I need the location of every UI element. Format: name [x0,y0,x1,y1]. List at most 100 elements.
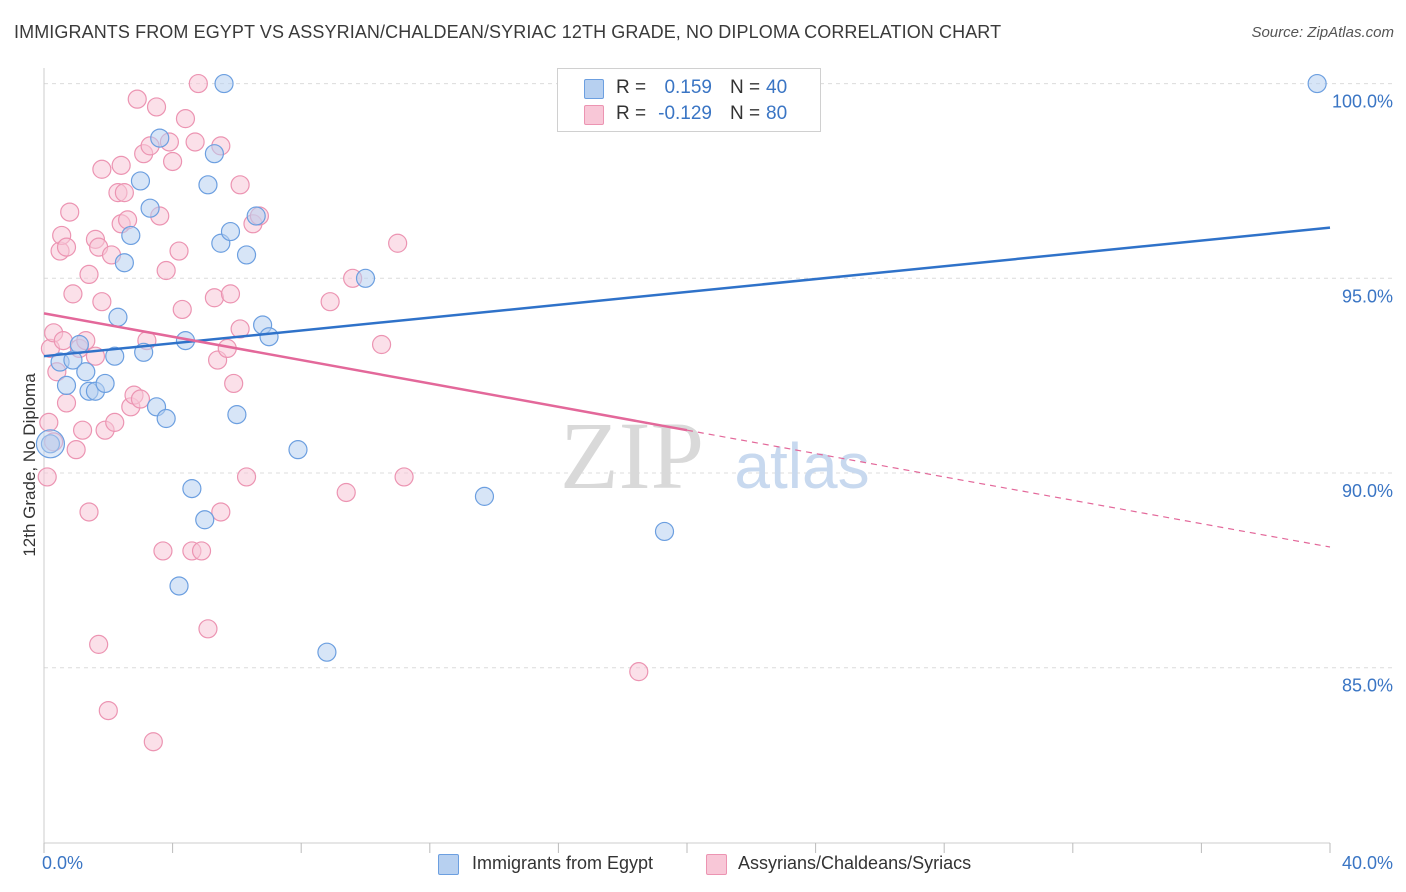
data-point-assyrians [629,662,649,682]
data-point-egypt [114,253,134,273]
bottom-legend-swatch-blue [438,854,459,875]
data-point-egypt [317,642,337,662]
data-point-assyrians [60,202,80,222]
data-point-assyrians [191,541,212,561]
data-point-assyrians [175,109,196,129]
data-point-assyrians [63,284,83,304]
data-point-assyrians [394,467,414,487]
data-point-assyrians [388,233,408,253]
data-point-assyrians [320,292,340,312]
x-tick-label: 0.0% [42,853,83,873]
data-point-egypt [227,405,247,425]
data-point-assyrians [56,237,77,257]
data-point-egypt [220,221,241,242]
data-point-assyrians [127,89,147,109]
data-point-assyrians [37,467,57,487]
data-point-egypt [35,429,66,459]
data-point-assyrians [111,155,131,175]
y-tick-label: 85.0% [1342,676,1393,696]
bottom-legend-swatch-pink [706,854,727,875]
data-point-assyrians [72,420,93,440]
legend-row-egypt: R = 0.159 N = 40 [558,75,820,101]
data-point-egypt [56,375,77,395]
tick-labels: 85.0% 90.0% 95.0% 100.0% 0.0% 40.0% [42,92,1393,873]
legend-r-value: 0.159 [664,77,712,98]
data-point-egypt [214,73,234,94]
data-point-assyrians [198,619,218,639]
legend-n-label: N = [730,77,761,98]
data-point-assyrians [105,412,125,432]
data-point-assyrians [92,159,112,179]
data-point-egypt [195,510,215,530]
data-point-assyrians [220,284,241,304]
data-point-assyrians [204,288,224,308]
data-point-assyrians [114,183,134,203]
data-point-egypt [182,479,202,499]
watermark: ZIP atlas [560,402,870,509]
data-point-assyrians [156,260,176,281]
data-point-assyrians [169,241,189,261]
legend-swatch-pink [584,105,604,125]
data-point-assyrians [153,541,173,561]
bottom-legend-label-assyrians: Assyrians/Chaldeans/Syriacs [738,853,972,873]
data-point-assyrians [92,292,112,312]
bottom-legend-label-egypt: Immigrants from Egypt [472,853,654,873]
data-point-assyrians [39,412,59,432]
legend-r-label: R = [616,103,647,124]
data-point-assyrians [185,132,205,152]
data-point-assyrians [371,334,392,355]
data-point-assyrians [56,393,77,413]
trend-line-assyrians-extrapolated [686,429,1331,548]
data-point-assyrians [89,634,109,654]
data-point-egypt [108,307,128,327]
legend-n-value: 40 [766,77,788,98]
data-point-assyrians [172,299,192,320]
data-point-egypt [121,225,141,246]
data-point-egypt [76,362,96,382]
data-point-egypt [1307,73,1327,94]
y-tick-label: 100.0% [1332,92,1393,112]
data-point-egypt [204,144,224,164]
correlation-legend: R = 0.159 N = 40 R = -0.129 N = 80 [557,68,821,132]
y-tick-label: 90.0% [1342,481,1393,501]
data-point-assyrians [188,73,208,94]
data-point-egypt [259,327,279,347]
legend-swatch-blue [584,79,604,99]
data-point-assyrians [117,210,138,230]
data-point-egypt [140,198,160,218]
gridlines [44,83,1395,669]
data-point-assyrians [230,175,250,195]
series-egypt-points [35,73,1327,662]
data-point-assyrians [236,467,257,487]
data-point-assyrians [211,502,231,522]
legend-n-value: 80 [766,103,788,124]
trend-line-assyrians [43,312,688,432]
watermark-zip: ZIP [560,402,704,509]
y-tick-label: 95.0% [1342,286,1393,306]
data-point-assyrians [336,482,356,503]
data-point-assyrians [143,732,163,752]
data-point-assyrians [53,331,73,351]
data-point-egypt [198,175,218,195]
data-point-egypt [156,408,176,429]
data-point-assyrians [230,319,250,339]
data-point-egypt [474,486,495,506]
legend-row-assyrians: R = -0.129 N = 80 [558,101,820,127]
trend-line-egypt [43,226,1331,358]
legend-r-value: -0.129 [658,103,712,124]
data-point-egypt [654,521,675,542]
data-point-assyrians [98,700,118,721]
data-point-assyrians [163,151,183,172]
axes [43,68,1331,853]
data-point-egypt [288,440,308,460]
data-point-assyrians [146,97,167,117]
data-point-assyrians [66,440,86,460]
source-label: Source: ZipAtlas.com [1251,24,1394,41]
trend-lines [43,226,1331,548]
data-point-egypt [130,171,151,191]
data-point-assyrians [79,264,99,285]
data-point-egypt [40,434,61,454]
data-point-egypt [150,128,170,148]
watermark-atlas: atlas [734,430,869,502]
